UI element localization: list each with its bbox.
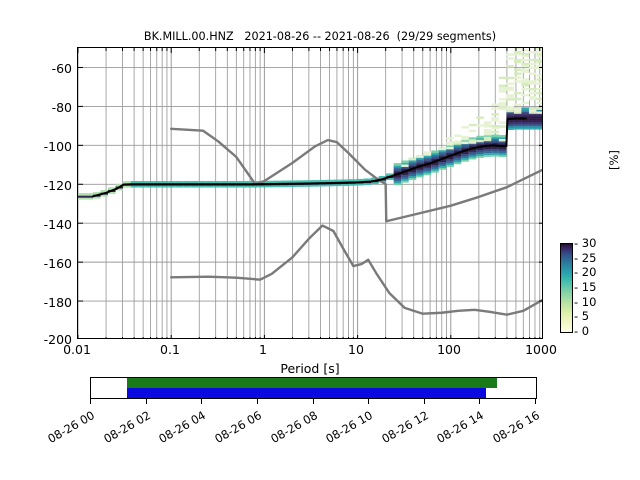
x-tick-label: 0.1 [160, 342, 180, 357]
timeline-date-label: 08-26 04 [156, 408, 209, 446]
timeline-date-label: 08-26 02 [100, 408, 153, 446]
timeline-date-label: 08-26 12 [378, 408, 431, 446]
x-tick-label: 0.01 [63, 342, 91, 357]
series-nlnm [170, 224, 542, 316]
timeline-ticks [90, 399, 537, 405]
grid-lines [78, 48, 542, 338]
colorbar-unit-label: [%] [607, 150, 621, 170]
data-coverage-blue[interactable] [127, 388, 486, 398]
timeline-tick [312, 399, 314, 404]
ppsd-plot-area[interactable] [77, 47, 543, 339]
colorbar-tick-label: - 30 [574, 236, 597, 250]
x-axis-label: Period [s] [280, 361, 340, 376]
y-tick-label: -180 [43, 295, 72, 310]
x-tick-label: 10 [348, 342, 364, 357]
data-coverage-green[interactable] [127, 378, 498, 388]
colorbar-tick-label: - 10 [574, 295, 597, 309]
colorbar-tick-label: - 0 [574, 324, 590, 338]
timeline-date-label: 08-26 06 [212, 408, 264, 446]
timeline-date-label: 08-26 08 [267, 408, 320, 446]
timeline-tick [201, 399, 203, 404]
timeline-date-label: 08-26 14 [434, 408, 487, 446]
timeline-tick [368, 399, 370, 404]
y-tick-label: -60 [51, 61, 72, 76]
timeline-tick [423, 399, 425, 404]
y-tick-label: -80 [51, 100, 72, 115]
y-tick-label: -160 [43, 256, 72, 271]
timeline-tick [145, 399, 147, 404]
y-tick-label: -100 [43, 139, 72, 154]
x-tick-label: 1 [259, 342, 267, 357]
colorbar-tick-label: - 5 [574, 309, 590, 323]
series-psd-mode [92, 117, 527, 198]
timeline-date-label: 08-26 10 [323, 408, 376, 446]
x-tick-label: 100 [437, 342, 461, 357]
x-tick-label: 1000 [525, 342, 557, 357]
y-tick-label: -200 [43, 332, 72, 347]
colorbar [560, 243, 573, 333]
ppsd-histogram-cells [78, 48, 542, 200]
timeline-tick [535, 399, 536, 404]
colorbar-tick-label: - 15 [574, 280, 597, 294]
axis-tick-marks [78, 48, 542, 338]
timeline-tick [479, 399, 481, 404]
y-tick-label: -120 [43, 178, 72, 193]
ppsd-canvas [78, 48, 542, 338]
timeline-date-label: 08-26 16 [490, 408, 542, 446]
colorbar-tick-label: - 20 [574, 265, 597, 279]
data-coverage-strip[interactable] [90, 377, 537, 399]
series-nhnm [170, 127, 542, 223]
colorbar-tick-label: - 25 [574, 251, 597, 265]
y-axis-ticks: -60 -80 -100 -120 -140 -160 -180 -200 [20, 0, 72, 480]
y-tick-label: -140 [43, 217, 72, 232]
title-line-1: BK.MILL.00.HNZ 2021-08-26 -- 2021-08-26 … [143, 30, 497, 43]
timeline-tick [90, 399, 91, 404]
timeline-tick [256, 399, 258, 404]
